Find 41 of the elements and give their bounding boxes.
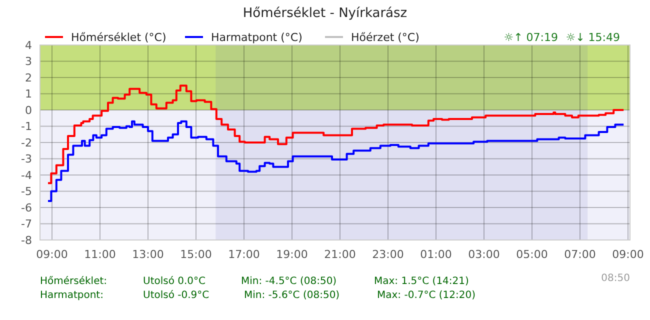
text: Utolsó -0.9°C [143, 290, 210, 301]
x-tick-label: 05:00 [516, 248, 548, 261]
y-tick-label: 3 [25, 55, 32, 68]
text: 08:50 [601, 273, 630, 284]
y-tick-label: 2 [25, 71, 32, 84]
y-tick-label: -1 [21, 120, 32, 134]
text: Max: -0.7°C (12:20) [377, 290, 476, 301]
x-tick-label: 23:00 [372, 248, 404, 261]
y-tick-label: -3 [21, 152, 32, 166]
y-tick-label: 0 [25, 104, 32, 117]
x-tick-label: 03:00 [468, 248, 500, 261]
x-tick-label: 15:00 [180, 248, 212, 261]
x-tick-label: 13:00 [132, 248, 164, 261]
x-tick-label: 09:00 [36, 248, 68, 261]
x-tick-label: 17:00 [228, 248, 260, 261]
x-tick-label: 07:00 [564, 248, 596, 261]
y-tick-label: 4 [25, 38, 32, 52]
x-tick-label: 11:00 [84, 248, 116, 261]
y-tick-label: -5 [21, 185, 32, 198]
x-tick-label: 19:00 [276, 248, 308, 261]
text: Harmatpont: [40, 290, 104, 301]
text: Min: -4.5°C (08:50) [241, 276, 337, 287]
legend-label: Hőérzet (°C) [351, 31, 420, 44]
y-tick-label: -2 [21, 136, 32, 150]
x-tick-label: 21:00 [324, 248, 356, 261]
chart-title: Hőmérséklet - Nyírkarász [242, 6, 408, 21]
y-tick-label: -4 [21, 168, 32, 182]
text: Max: 1.5°C (14:21) [374, 276, 470, 287]
text: ☼↓ 15:49 [566, 31, 620, 44]
y-tick-label: -8 [21, 234, 32, 247]
legend-label: Hőmérséklet (°C) [71, 31, 166, 44]
x-tick-label: 01:00 [420, 248, 452, 261]
y-tick-label: -6 [21, 201, 32, 214]
text: ☼↑ 07:19 [504, 31, 558, 44]
text: Utolsó 0.0°C [143, 276, 206, 287]
y-tick-label: 1 [25, 88, 32, 101]
text: Min: -5.6°C (08:50) [244, 290, 340, 301]
legend-label: Harmatpont (°C) [211, 31, 302, 44]
y-tick-label: -7 [21, 218, 32, 231]
text: Hőmérséklet: [40, 276, 108, 287]
x-tick-label: 09:00 [612, 248, 644, 261]
